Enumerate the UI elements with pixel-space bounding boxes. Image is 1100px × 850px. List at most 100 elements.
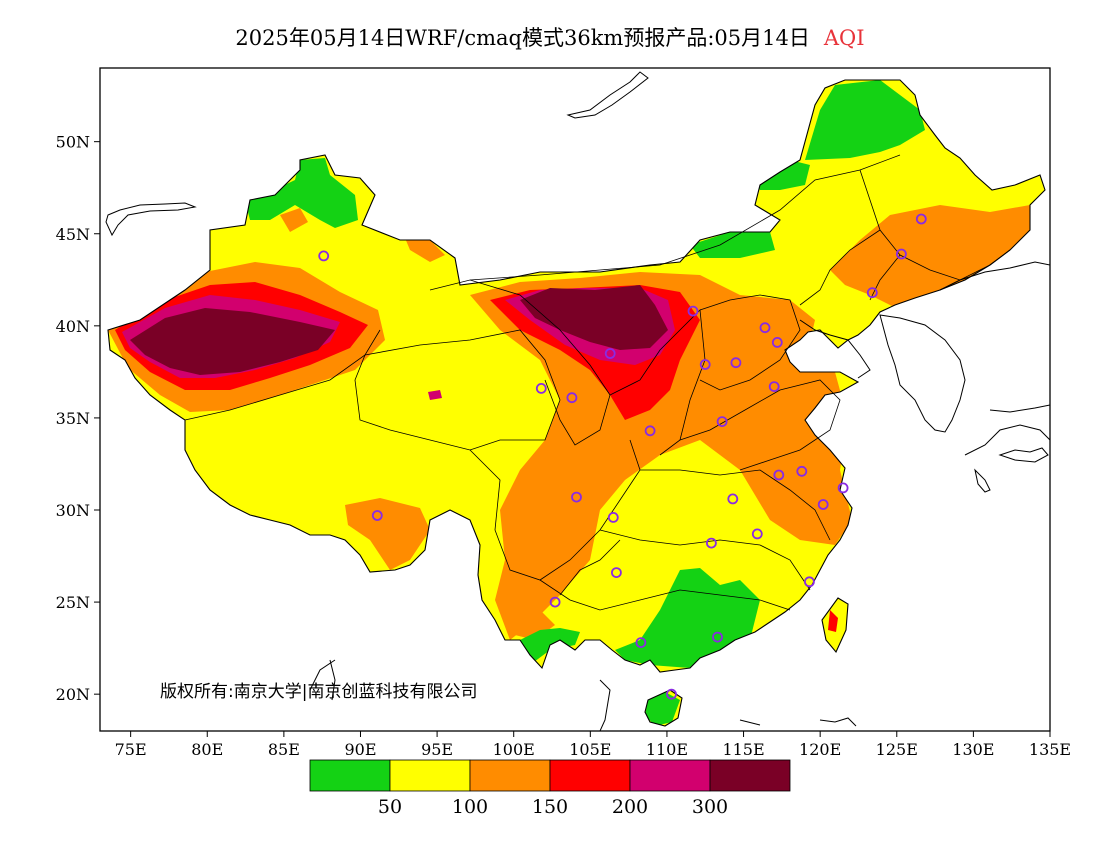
station-marker [371,510,383,521]
x-tick-label: 95E [421,740,453,759]
x-tick-label: 100E [493,740,535,759]
station-marker [773,469,785,481]
legend-label: 150 [532,796,568,818]
station-marker [768,381,780,393]
korea-coast [879,314,966,433]
province-border-hunan-jiangxi [599,529,811,591]
station-marker [817,499,829,510]
station-marker [915,213,927,225]
station-marker [571,491,582,503]
caspian-coast [105,202,197,237]
station-marker [751,528,763,540]
x-tick-label: 90E [344,740,376,759]
station-marker [771,336,783,348]
province-borders [184,154,1011,611]
x-tick-label: 75E [115,740,147,759]
station-marker [730,357,742,369]
x-tick-label: 85E [268,740,300,759]
station-marker [549,596,561,608]
x-tick-label: 135E [1029,740,1071,759]
y-tick-label: 40N [56,317,90,336]
station-marker [666,688,677,700]
province-border-hubei-anhui [640,469,831,541]
legend-swatch [469,759,551,792]
legend-label: 50 [378,796,402,818]
province-border-northeast [799,169,1011,306]
legend-swatch [549,759,631,792]
legend-label: 300 [692,796,728,818]
vietnam-coast [309,659,857,731]
station-marker [759,322,771,334]
station-marker [699,359,711,370]
station-marker [866,287,878,299]
y-tick-label: 50N [56,133,90,152]
station-marker [644,425,656,437]
legend-swatch [309,759,391,792]
station-marker [607,512,619,523]
y-tick-label: 30N [56,501,90,520]
aqi-zone-good-altai [245,158,358,228]
copyright-text: 版权所有:南京大学|南京创蓝科技有限公司 [160,682,477,702]
map-area [105,71,1050,731]
station-marker [566,392,578,404]
aqi-fields [108,80,1045,726]
station-marker [611,567,622,578]
x-tick-label: 130E [952,740,994,759]
x-tick-label: 120E [799,740,841,759]
china-border [107,79,1046,727]
map-frame [99,67,1051,732]
station-marker [318,250,330,262]
station-marker [635,637,647,648]
x-tick-label: 105E [569,740,611,759]
province-border-xinjiang-tibet [184,329,381,421]
russia-border [939,261,1050,291]
neighbor-coastlines [105,71,1050,731]
japan-coast [964,404,1050,493]
aqi-zone-unhealthy-taiwan [828,610,838,632]
map-axes: 75E 80E 85E 90E 95E 100E 105E 110E 115E 120E 125E 1… [56,133,1071,759]
aqi-zone-good-inner-mongolia [690,160,810,258]
legend-label: 100 [452,796,488,818]
aqi-zone-hazardous-central [520,285,668,350]
lake-baikal [566,71,649,119]
x-tick-label: 110E [646,740,688,759]
aqi-zone-sensitive-tibet [345,498,430,570]
station-marker [727,493,739,505]
province-border-inner-mongolia [469,154,901,281]
province-border-shanxi-hebei [699,294,801,391]
title-main: 2025年05月14日WRF/cmaq模式36km预报产品:05月14日 [235,26,810,50]
title-variable: AQI [823,26,865,50]
shandong-coast [799,319,871,379]
station-marker [706,537,717,549]
aqi-zone-hazardous-xinjiang [130,308,335,375]
legend-label: 200 [612,796,648,818]
x-tick-label: 125E [876,740,918,759]
station-marker [804,576,815,588]
y-tick-label: 20N [56,685,90,704]
province-border-gansu [429,279,611,446]
station-marker [837,482,849,494]
province-border-henan-shandong [679,379,841,471]
station-marker [712,631,723,643]
province-border-sichuan [469,439,641,581]
y-tick-label: 35N [56,409,90,428]
legend-swatch [709,759,791,792]
legend-swatch [389,759,471,792]
station-marker [687,305,699,317]
y-tick-label: 25N [56,593,90,612]
x-tick-label: 115E [722,740,764,759]
x-tick-label: 80E [191,740,223,759]
station-marker [896,248,907,260]
station-markers [318,213,927,700]
station-marker [604,348,616,359]
aqi-zone-very-unhealthy-spot [428,390,442,400]
legend-swatch [629,759,711,792]
aqi-zone-good-northeast [805,80,925,160]
map-title: 2025年05月14日WRF/cmaq模式36km预报产品:05月14日 AQI [0,22,1100,52]
station-marker [535,382,547,394]
aqi-legend: 50 100 150 200 300 [309,759,791,818]
y-tick-label: 45N [56,225,90,244]
aqi-zone-sensitive-central [470,272,852,640]
station-marker [716,416,728,428]
